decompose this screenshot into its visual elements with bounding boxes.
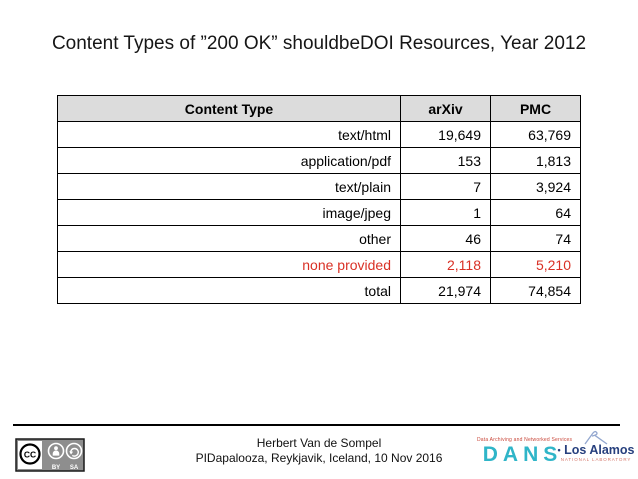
col-header-arxiv: arXiv (400, 95, 491, 122)
los-alamos-name: Los Alamos (564, 443, 635, 457)
cc-by-person-head (54, 446, 58, 451)
arxiv-value: 21,974 (400, 277, 491, 304)
cc-sa-arrow (70, 447, 79, 457)
row-label: other (57, 225, 401, 252)
table-header-row: Content Type arXiv PMC (57, 95, 581, 122)
pmc-value: 1,813 (490, 147, 581, 174)
los-alamos-bullet: • (557, 445, 561, 455)
dans-tagline: Data Archiving and Networked Services (477, 437, 573, 443)
row-label: total (57, 277, 401, 304)
table-row: image/jpeg 1 64 (57, 199, 581, 226)
table-row-total: total 21,974 74,854 (57, 277, 581, 304)
row-label: text/plain (57, 173, 401, 200)
footer-divider (13, 424, 620, 426)
cc-sa-arrowhead (69, 451, 74, 455)
row-label: image/jpeg (57, 199, 401, 226)
cc-circle-icon (19, 443, 41, 465)
cc-by-sa-badge: CC BY SA (15, 438, 85, 472)
table-row-none-provided: none provided 2,118 5,210 (57, 251, 581, 278)
content-types-table: Content Type arXiv PMC text/html 19,649 … (57, 95, 581, 304)
pmc-value: 5,210 (490, 251, 581, 278)
los-alamos-wordmark: • Los Alamos (556, 443, 636, 457)
los-alamos-subtitle: NATIONAL LABORATORY (560, 457, 632, 462)
row-label: text/html (57, 121, 401, 148)
row-label: application/pdf (57, 147, 401, 174)
pmc-value: 64 (490, 199, 581, 226)
col-header-content-type: Content Type (57, 95, 401, 122)
pmc-value: 74,854 (490, 277, 581, 304)
arxiv-value: 7 (400, 173, 491, 200)
cc-by-person-body (52, 450, 60, 456)
dans-logo: Data Archiving and Networked Services DA… (477, 437, 573, 467)
pmc-value: 63,769 (490, 121, 581, 148)
cc-label: CC (24, 450, 36, 460)
arxiv-value: 1 (400, 199, 491, 226)
pmc-value: 74 (490, 225, 581, 252)
arxiv-value: 2,118 (400, 251, 491, 278)
event-info: PIDapalooza, Reykjavik, Iceland, 10 Nov … (195, 451, 443, 465)
los-alamos-mountain-icon (584, 430, 608, 445)
arxiv-value: 19,649 (400, 121, 491, 148)
table-row: other 46 74 (57, 225, 581, 252)
los-alamos-logo: • Los Alamos NATIONAL LABORATORY (556, 430, 636, 463)
cc-by-label: BY (52, 465, 60, 471)
table-row: text/html 19,649 63,769 (57, 121, 581, 148)
row-label: none provided (57, 251, 401, 278)
arxiv-value: 153 (400, 147, 491, 174)
cc-sa-arrow-icon (65, 442, 83, 460)
pmc-value: 3,924 (490, 173, 581, 200)
cc-by-person-icon (47, 442, 65, 460)
dans-wordmark: DANS (482, 443, 563, 466)
footer-credit: Herbert Van de Sompel PIDapalooza, Reykj… (0, 436, 638, 466)
table-row: application/pdf 153 1,813 (57, 147, 581, 174)
author-name: Herbert Van de Sompel (256, 436, 382, 450)
slide-title: Content Types of ”200 OK” shouldbeDOI Re… (51, 33, 587, 54)
table-row: text/plain 7 3,924 (57, 173, 581, 200)
cc-sa-label: SA (70, 465, 79, 471)
arxiv-value: 46 (400, 225, 491, 252)
col-header-pmc: PMC (490, 95, 581, 122)
